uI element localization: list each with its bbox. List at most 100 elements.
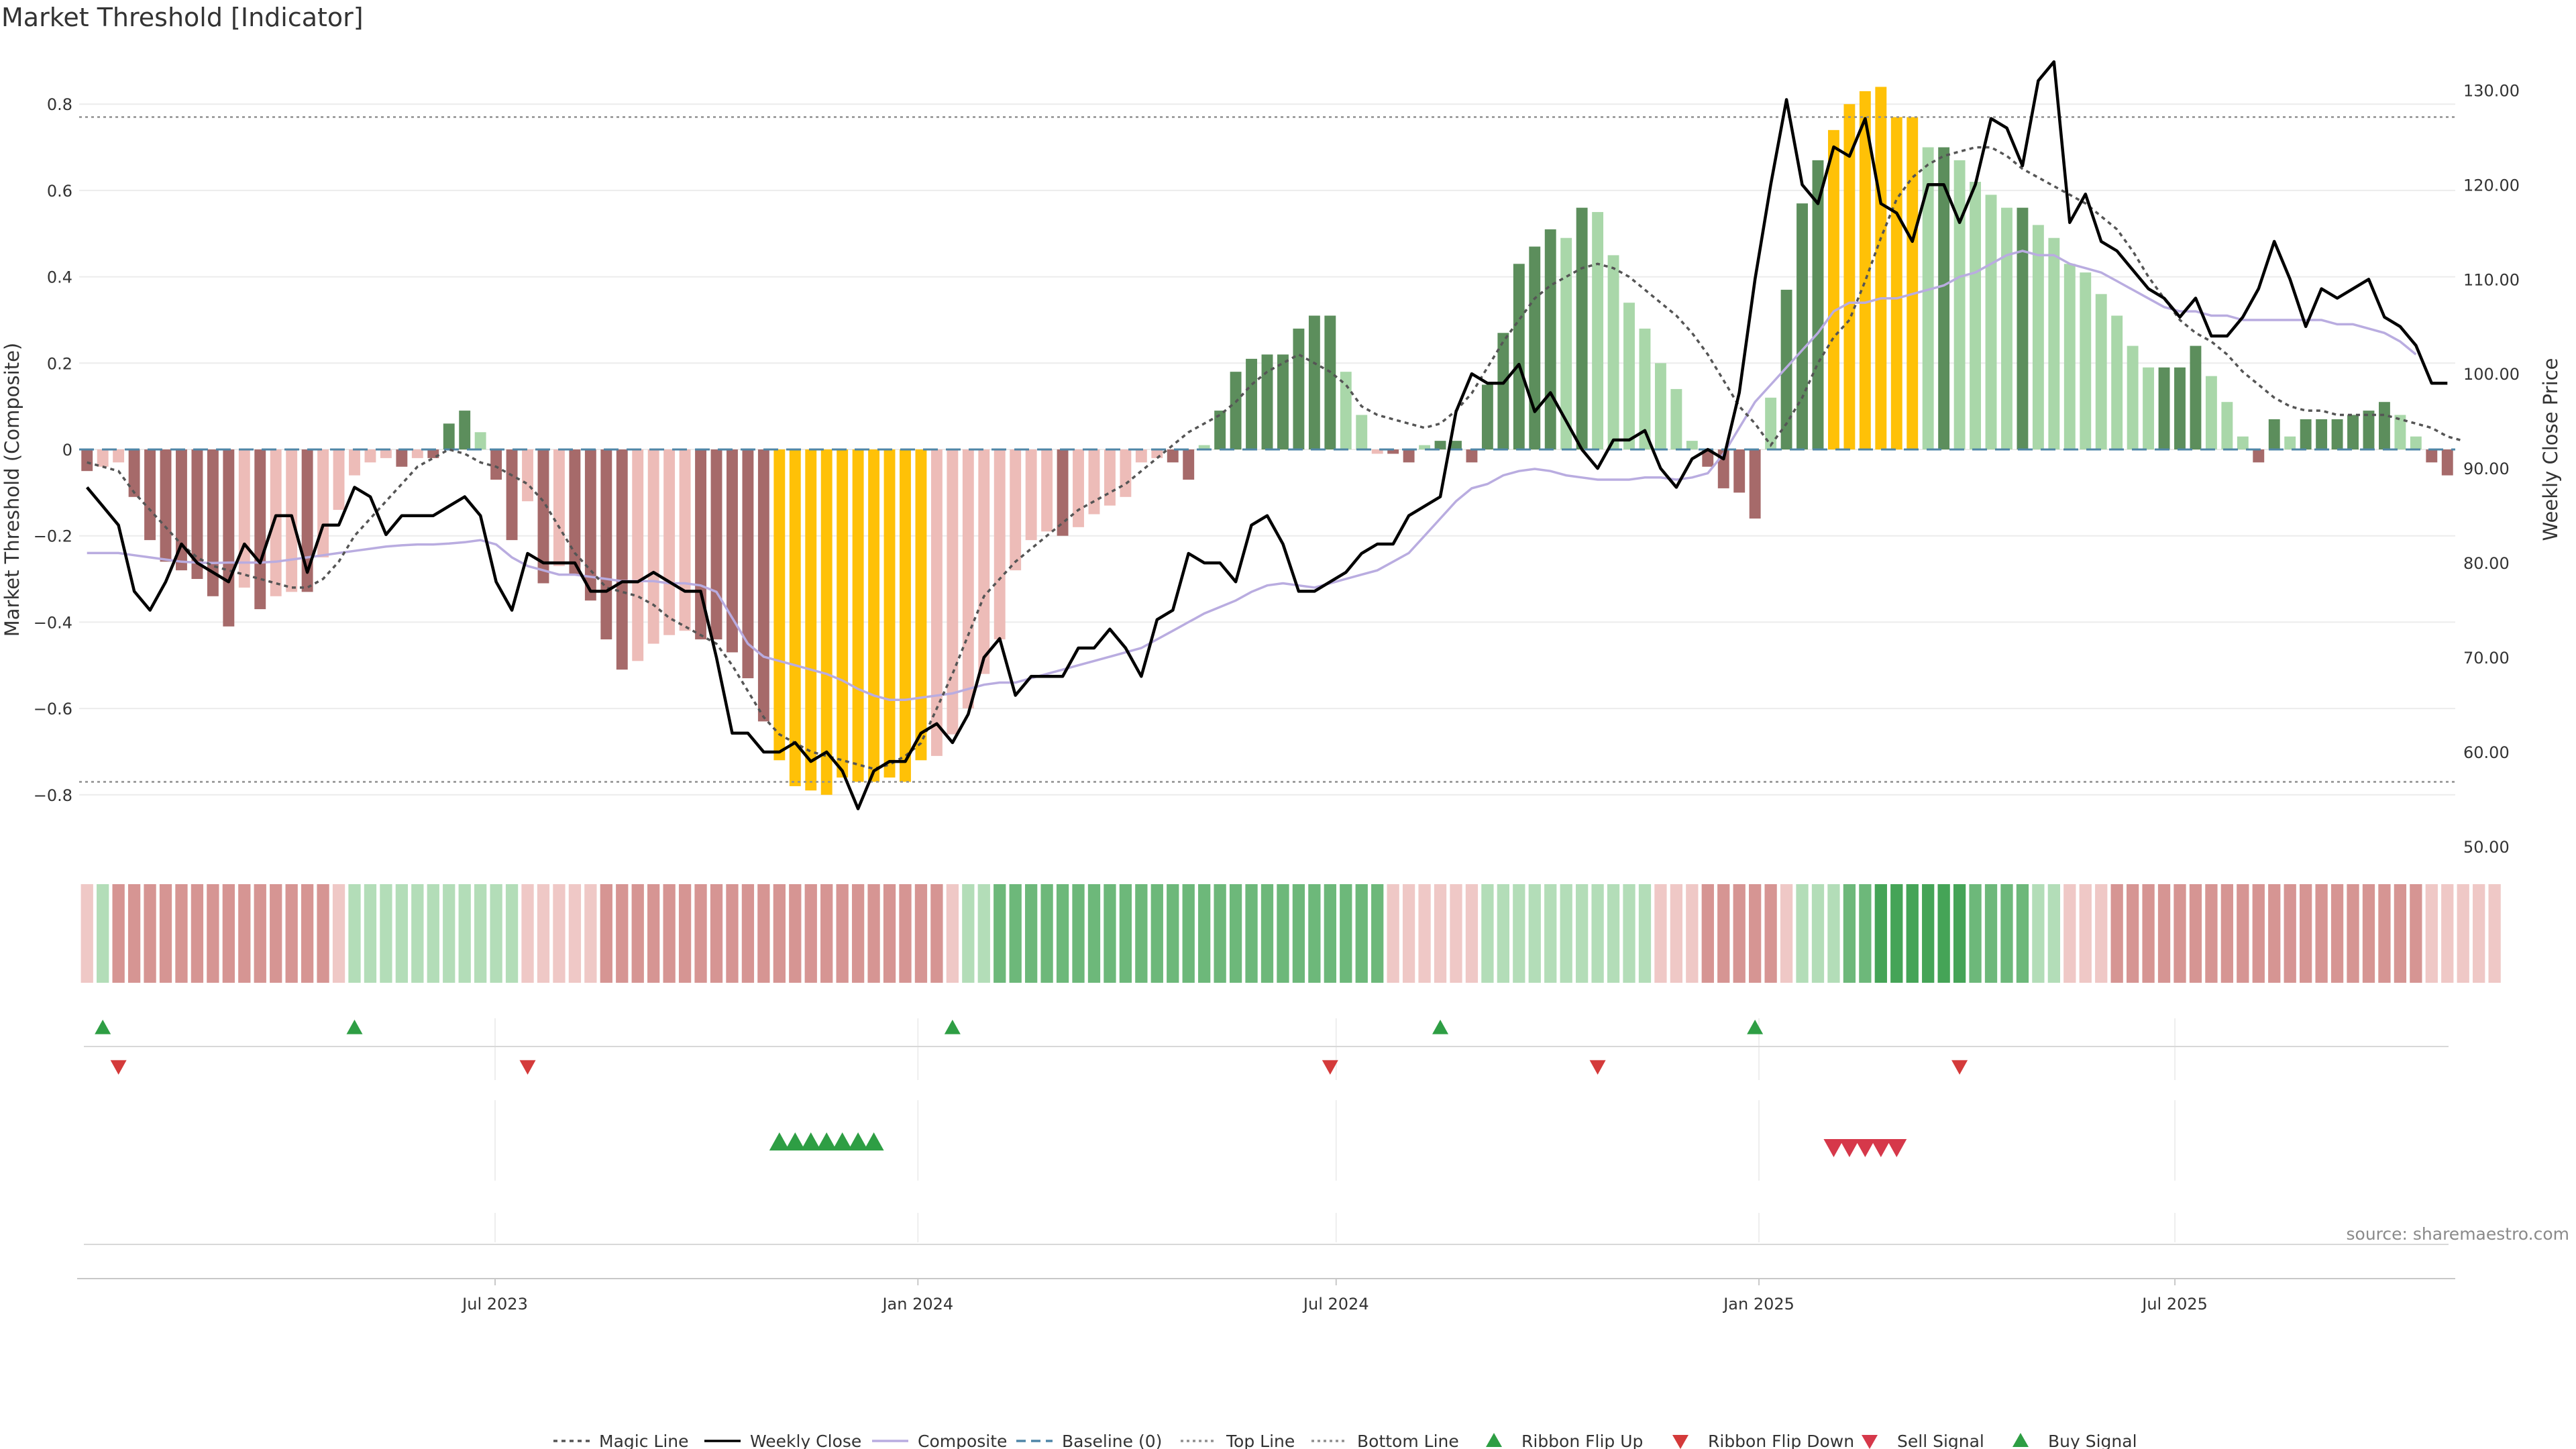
composite-bar (364, 449, 376, 463)
ribbon-cell (1654, 884, 1667, 983)
composite-bar (2253, 449, 2265, 463)
composite-bar (1576, 207, 1588, 449)
composite-bar (1497, 333, 1509, 449)
ribbon-cell (914, 884, 928, 983)
ribbon-flip-down-marker (519, 1060, 536, 1075)
ribbon-cell (443, 884, 455, 983)
ribbon-cell (1796, 884, 1809, 983)
composite-bar (632, 449, 644, 661)
composite-bar (2080, 272, 2092, 449)
ribbon-cell (1277, 884, 1289, 983)
composite-line (87, 250, 2417, 701)
composite-bar (1293, 328, 1305, 449)
left-tick-label: −0.4 (34, 613, 72, 632)
ribbon-cell (2268, 884, 2281, 983)
ribbon-cell (1859, 884, 1872, 983)
ribbon-cell (1198, 884, 1211, 983)
left-tick-label: −0.6 (34, 700, 72, 718)
composite-bar (1041, 449, 1053, 532)
composite-bar (1214, 411, 1226, 449)
ribbon-cell (1544, 884, 1557, 983)
ribbon-cell (553, 884, 566, 983)
ribbon-cell (1749, 884, 1762, 983)
ribbon-cell (1513, 884, 1525, 983)
ribbon-cell (1780, 884, 1793, 983)
composite-bar (1985, 195, 1997, 449)
composite-bar (1686, 441, 1698, 449)
ribbon-cell (2174, 884, 2186, 983)
composite-bar (1073, 449, 1084, 527)
magic-line (87, 146, 2464, 771)
ribbon-cell (2300, 884, 2312, 983)
composite-bar (962, 449, 974, 709)
ribbon-cell (663, 884, 676, 983)
ribbon-cell (1937, 884, 1950, 983)
composite-bar (2441, 449, 2453, 476)
composite-bar (1623, 303, 1635, 449)
ribbon-cell (1150, 884, 1163, 983)
composite-bar (727, 449, 738, 653)
composite-bar (1639, 328, 1651, 449)
composite-bar (978, 449, 990, 674)
legend: Magic Line Weekly Close Composite Baseline … (553, 1432, 2137, 1449)
composite-bar (1654, 363, 1666, 449)
composite-bar (1277, 354, 1289, 449)
ribbon-cell (977, 884, 990, 983)
ribbon-cell (1591, 884, 1604, 983)
composite-bar (852, 449, 864, 782)
ribbon-cell (1040, 884, 1053, 983)
ribbon-cell (2000, 884, 2013, 983)
ribbon-cell (2441, 884, 2454, 983)
composite-bar (1938, 147, 1950, 449)
ribbon-cell (348, 884, 361, 983)
composite-bar (1529, 246, 1541, 449)
composite-bar (1261, 354, 1273, 449)
ribbon-cell (710, 884, 723, 983)
composite-bar (2410, 436, 2422, 449)
composite-bar (1246, 358, 1257, 449)
composite-bar (474, 432, 486, 449)
composite-bar (522, 449, 533, 502)
ribbon-cell (1056, 884, 1069, 983)
composite-bar (1953, 160, 1966, 449)
ribbon-cell (647, 884, 660, 983)
legend-label: Weekly Close (750, 1432, 861, 1449)
ribbon-cell (2284, 884, 2296, 983)
ribbon-cell (1984, 884, 1998, 983)
ribbon-cell (962, 884, 975, 983)
ribbon-cell (1969, 884, 1982, 983)
ribbon-cell (1811, 884, 1825, 983)
composite-bar (1135, 449, 1147, 463)
ribbon-flip-down-marker (110, 1060, 127, 1075)
x-tick-label: Jul 2025 (2141, 1295, 2208, 1313)
ribbon-cell (1340, 884, 1352, 983)
ribbon-cell (616, 884, 629, 983)
ribbon-cell (395, 884, 409, 983)
composite-bar (1749, 449, 1761, 519)
composite-bar (2143, 367, 2155, 449)
ribbon-flip-down-marker (1589, 1060, 1606, 1075)
composite-bar (1513, 264, 1525, 449)
ribbon-cell (2410, 884, 2422, 983)
ribbon-cell (1324, 884, 1336, 983)
composite-bar (1057, 449, 1069, 536)
ribbon-cell (1465, 884, 1479, 983)
composite-bar (2316, 419, 2328, 449)
composite-bar (2063, 264, 2076, 449)
legend-swatch (2012, 1433, 2029, 1447)
ribbon-cell (207, 884, 219, 983)
ribbon-cell (80, 884, 93, 983)
composite-bar (1088, 449, 1100, 515)
composite-bar (1419, 445, 1431, 449)
ribbon-cell (2142, 884, 2155, 983)
composite-bar (1875, 87, 1887, 449)
composite-bar (1230, 372, 1242, 449)
composite-bar (2378, 402, 2390, 449)
ribbon-cell (505, 884, 519, 983)
left-tick-label: 0.4 (47, 268, 72, 287)
ribbon-cell (285, 884, 298, 983)
composite-bar (742, 449, 754, 679)
composite-bar (2300, 419, 2312, 449)
composite-bar (113, 449, 125, 463)
x-axis: Jul 2023 Jan 2024 Jul 2024 Jan 2025 Jul 2025 (77, 1278, 2455, 1313)
